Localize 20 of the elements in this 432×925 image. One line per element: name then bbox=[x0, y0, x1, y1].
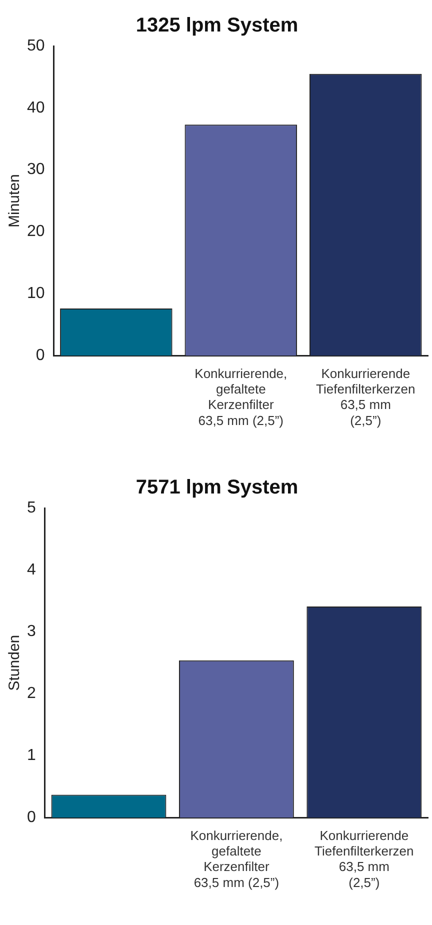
y-tick-label: 5 bbox=[26, 499, 36, 516]
y-tick-label: 50 bbox=[27, 37, 45, 54]
x-tick-label: Konkurrierende Tiefenfilterkerzen 63,5 mm (2,5”) bbox=[314, 828, 414, 890]
x-tick-label: Konkurrierende, gefaltete Kerzenfilter 63,5 mm (2,5”) bbox=[190, 828, 283, 890]
y-tick-label: 0 bbox=[36, 347, 45, 364]
y-tick-label: 1 bbox=[26, 747, 36, 764]
chart-title: 1325 lpm System bbox=[136, 14, 298, 37]
y-tick-label: 0 bbox=[26, 809, 36, 826]
x-tick-label: Konkurrierende, gefaltete Kerzenfilter 63,5 mm (2,5”) bbox=[194, 366, 288, 428]
y-tick-label: 10 bbox=[27, 285, 45, 302]
y-tick-label: 4 bbox=[26, 561, 36, 578]
x-tick-label: Konkurrierende Tiefenfilterkerzen 63,5 mm (2,5”) bbox=[316, 366, 416, 428]
chart-title: 7571 lpm System bbox=[136, 476, 298, 499]
y-tick-label: 40 bbox=[27, 99, 45, 116]
y-tick-label: 20 bbox=[27, 223, 45, 240]
y-tick-label: 3 bbox=[26, 623, 36, 640]
y-tick-label: 30 bbox=[27, 161, 45, 178]
y-axis-title: Stunden bbox=[6, 634, 24, 691]
y-axis-title: Minuten bbox=[6, 174, 24, 228]
y-tick-label: 2 bbox=[26, 685, 36, 702]
